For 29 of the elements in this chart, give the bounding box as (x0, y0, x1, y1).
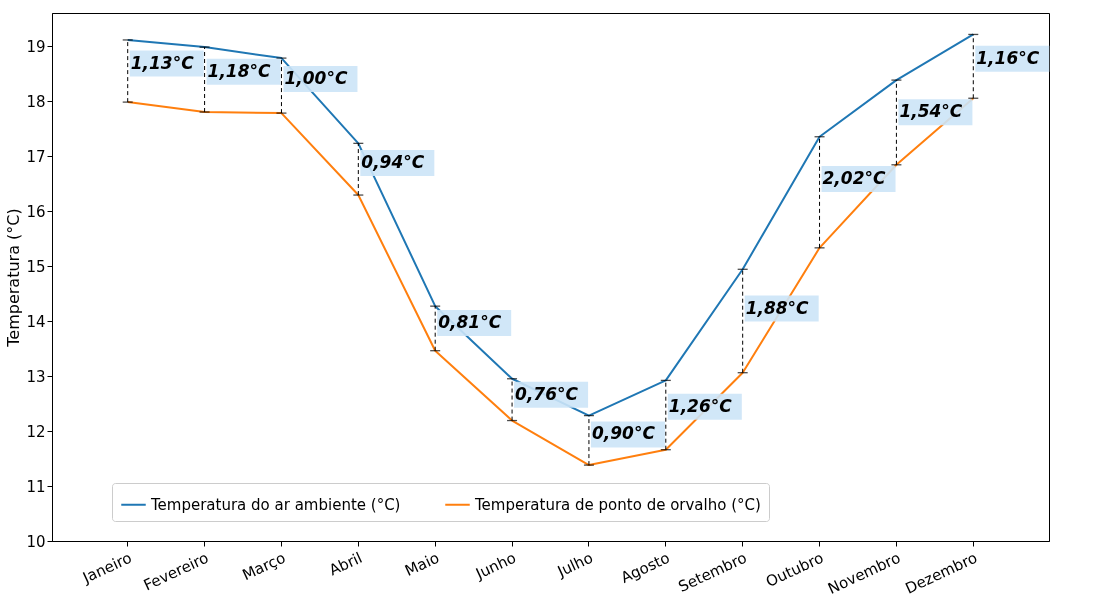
x-tick-label: Abril (326, 548, 366, 580)
annotation: 1,26°C (668, 395, 733, 416)
y-tick-label: 17 (26, 147, 46, 166)
legend-label: Temperatura do ar ambiente (°C) (150, 495, 401, 514)
annotation: 2,02°C (822, 167, 886, 188)
annotation: 1,88°C (745, 297, 810, 318)
annotation: 0,81°C (438, 312, 502, 333)
y-tick-label: 14 (26, 312, 46, 331)
annotation: 1,16°C (976, 47, 1040, 68)
annotation: 1,54°C (899, 101, 963, 122)
y-tick-label: 11 (26, 477, 46, 496)
x-tick-label: Maio (402, 548, 442, 580)
annotation: 1,18°C (207, 60, 272, 81)
y-tick-label: 12 (26, 422, 46, 441)
y-tick-label: 15 (26, 257, 46, 276)
y-axis-title: Temperatura (°C) (4, 208, 24, 348)
y-tick-label: 16 (26, 202, 46, 221)
annotation: 0,90°C (591, 423, 656, 444)
x-tick-label: Março (239, 548, 289, 585)
y-tick-label: 10 (26, 532, 46, 551)
annotation: 0,76°C (515, 383, 579, 404)
x-tick-label: Julho (553, 548, 596, 581)
y-tick-label: 18 (26, 92, 46, 111)
legend-label: Temperatura de ponto de orvalho (°C) (474, 495, 761, 514)
annotation: 1,13°C (130, 52, 195, 73)
annotation: 1,00°C (284, 68, 348, 88)
y-tick-label: 19 (26, 37, 46, 56)
annotation: 0,94°C (361, 152, 425, 172)
y-tick-label: 13 (26, 367, 46, 386)
